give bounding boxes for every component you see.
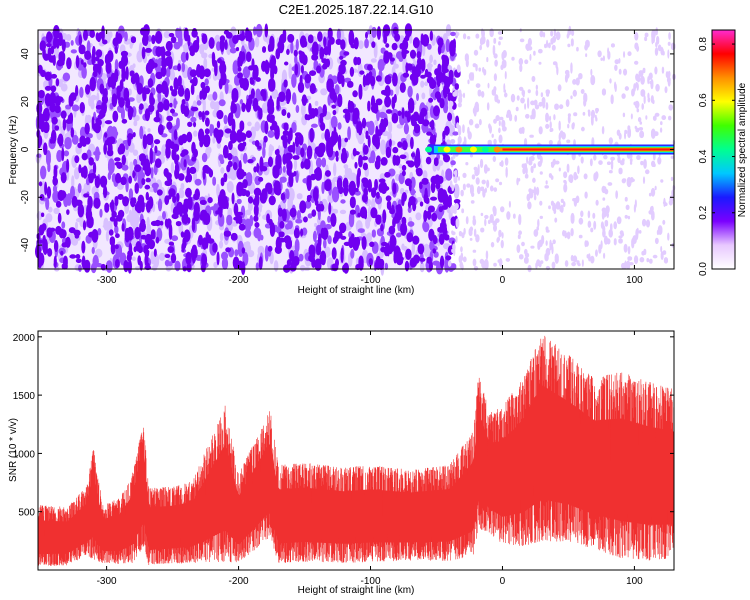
heatmap-carrier-line — [425, 144, 674, 155]
snr-x-tick: -200 — [229, 331, 249, 587]
carrier-line-knot — [443, 146, 451, 153]
snr-x-tick-label: 100 — [626, 576, 643, 587]
snr-x-tick-label: -200 — [229, 576, 249, 587]
colorbar: 0.0 0.2 0.4 0.6 0.8 Normalized spectral ampl… — [698, 29, 748, 276]
heatmap-x-tick: 0 — [500, 30, 506, 286]
colorbar-tick-label: 0.0 — [698, 262, 709, 276]
snr-frame — [37, 330, 675, 571]
colorbar-tick-label: 0.8 — [698, 37, 709, 51]
snr-y-tick-label: 2000 — [13, 333, 36, 344]
carrier-line-knot — [469, 146, 477, 153]
chart-title: C2E1.2025.187.22.14.G10 — [279, 2, 434, 17]
snr-x-tick-label: -300 — [97, 576, 117, 587]
snr-y-tick-label: 1500 — [13, 391, 36, 402]
snr-x-tick: 100 — [626, 331, 643, 587]
snr-x-axis: -300 -200 -100 0 100 — [97, 331, 643, 587]
heatmap-y-tick: -40 — [20, 237, 674, 252]
heatmap-y-tick-label: 40 — [20, 48, 31, 60]
noise-speckle-light — [35, 24, 460, 276]
heatmap-x-axis: -300 -200 -100 0 100 — [97, 30, 643, 286]
snr-y-tick: 2000 — [13, 333, 674, 344]
heatmap-y-tick: 40 — [20, 48, 674, 60]
heatmap-y-tick: -20 — [20, 190, 674, 205]
carrier-line-knot — [493, 146, 501, 153]
noise-speckle-dark — [35, 23, 461, 276]
snr-x-tick-label: 0 — [500, 576, 506, 587]
snr-y-tick-label: 500 — [18, 508, 35, 519]
snr-series — [37, 335, 674, 566]
heatmap-y-tick-label: -40 — [20, 237, 31, 252]
snr-panel: -300 -200 -100 0 100 500 1000 1500 2000 Height … — [8, 330, 675, 596]
colorbar-label: Normalized spectral amplitude — [737, 82, 748, 217]
snr-y-tick: 500 — [18, 508, 674, 519]
carrier-line-knot — [455, 146, 463, 153]
heatmap-y-axis-label: Frequency (Hz) — [8, 116, 19, 185]
snr-y-tick-label: 1000 — [13, 449, 36, 460]
snr-y-axis: 500 1000 1500 2000 — [13, 333, 674, 519]
colorbar-tick-label: 0.2 — [698, 205, 709, 219]
heatmap-x-tick: -300 — [97, 30, 117, 286]
heatmap-x-tick-label: 100 — [626, 275, 643, 286]
heatmap-x-tick: -200 — [229, 30, 249, 286]
carrier-line-knot — [425, 146, 433, 153]
heatmap-y-axis: -40 -20 0 20 40 — [20, 48, 674, 252]
carrier-line-knot — [481, 146, 489, 153]
heatmap-x-tick-label: 0 — [500, 275, 506, 286]
heatmap-x-tick-label: -200 — [229, 275, 249, 286]
snr-y-tick: 1000 — [13, 449, 674, 460]
heatmap-y-tick-label: 20 — [20, 96, 31, 108]
snr-x-axis-label: Height of straight line (km) — [298, 585, 415, 596]
colorbar-gradient — [711, 29, 736, 270]
snr-x-tick-label: -100 — [361, 576, 381, 587]
heatmap-x-tick-label: -100 — [361, 275, 381, 286]
snr-x-tick: -100 — [361, 331, 381, 587]
snr-x-tick: 0 — [500, 331, 506, 587]
colorbar-axis: 0.0 0.2 0.4 0.6 0.8 — [698, 37, 735, 276]
colorbar-tick-label: 0.4 — [698, 149, 709, 163]
heatmap-y-tick: 0 — [20, 146, 674, 152]
colorbar-tick: 0.6 — [698, 93, 735, 107]
carrier-line-core — [502, 148, 674, 151]
snr-y-tick: 1500 — [13, 391, 674, 402]
snr-y-axis-label: SNR (10 * v/v) — [8, 418, 19, 482]
heatmap-x-tick: 100 — [626, 30, 643, 286]
heatmap-x-tick: -100 — [361, 30, 381, 286]
heatmap-y-tick: 20 — [20, 96, 674, 108]
heatmap-x-axis-label: Height of straight line (km) — [298, 285, 415, 296]
snr-x-tick: -300 — [97, 331, 117, 587]
colorbar-tick-label: 0.6 — [698, 93, 709, 107]
heatmap-y-tick-label: -20 — [20, 190, 31, 205]
colorbar-tick: 0.2 — [698, 205, 735, 220]
colorbar-tick: 0.0 — [698, 262, 735, 276]
heatmap-x-tick-label: -300 — [97, 275, 117, 286]
colorbar-tick: 0.4 — [698, 149, 735, 163]
colorbar-tick: 0.8 — [698, 37, 735, 51]
heatmap-y-tick-label: 0 — [20, 146, 31, 152]
snr-trace-spikes — [37, 335, 674, 566]
